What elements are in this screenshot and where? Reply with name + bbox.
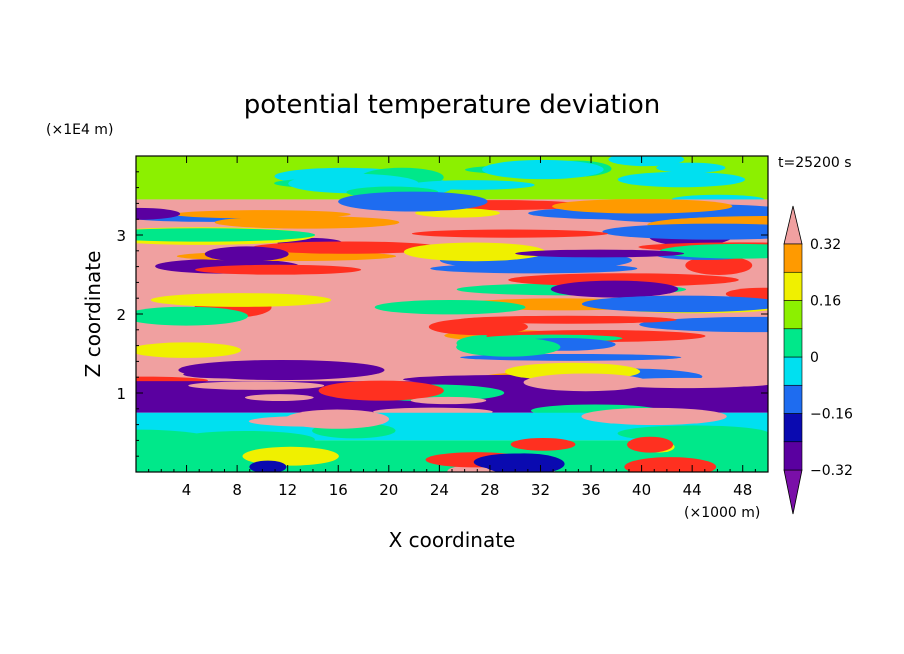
field-patch [456,337,561,357]
field-patch [136,228,316,242]
field-patch [508,273,739,287]
field-patch [195,264,362,275]
field-patch [178,359,385,381]
field-patch [136,207,181,220]
x-axis-label: X coordinate [389,528,516,552]
colorbar-swatch [783,243,803,273]
colorbar-swatch [783,300,803,330]
field-patch [581,407,727,426]
x-tick-label: 4 [182,481,192,499]
colorbar-label: −0.32 [810,463,853,479]
y-tick-label: 3 [116,227,126,245]
colorbar-max-extension [783,205,803,245]
field-patch [656,162,726,173]
colorbar-swatch [783,413,803,443]
field-patch [624,457,717,472]
x-tick-label: 44 [683,481,702,499]
x-tick-label: 36 [581,481,600,499]
colorbar-label: 0.16 [810,294,841,310]
x-tick-label: 40 [632,481,651,499]
x-tick-label: 28 [480,481,499,499]
colorbar-swatch [783,271,803,301]
x-tick-label: 24 [430,481,449,499]
field-patch [409,180,535,190]
x-tick-label: 16 [329,481,348,499]
time-label: t=25200 s [778,155,852,171]
field-patch [458,315,677,324]
x-tick-label: 32 [531,481,550,499]
field-patch [251,241,444,254]
colorbar-label: −0.16 [810,407,853,423]
field-patch [318,380,444,401]
field-patch [510,437,576,451]
colorbar: 0.32 0.16 0 −0.16 −0.32 [783,205,853,515]
field-patch [626,436,674,453]
field-patch [523,373,648,392]
x-tick-label: 48 [733,481,752,499]
field-patch [249,460,287,472]
field-patch [552,199,733,214]
chart-title: potential temperature deviation [244,90,660,120]
y-axis: 1 2 3 [116,171,768,457]
field-patch [136,342,242,358]
x-tick-label: 20 [379,481,398,499]
field-patch [204,246,289,262]
field-patch [608,156,685,167]
field-patch [411,229,608,238]
field-patch [685,255,753,275]
x-axis-unit: (×1000 m) [684,505,760,521]
colorbar-label: 0 [810,350,819,366]
colorbar-swatch [783,384,803,414]
field-patch [581,295,768,313]
field-patch [214,216,400,229]
field-patch [659,243,768,259]
y-axis-label: Z coordinate [81,251,105,378]
field-patch [550,280,679,298]
field-patch [617,171,746,188]
field-patch [136,306,248,326]
field-patch [248,415,384,427]
contour-field [136,156,768,472]
y-axis-unit: (×1E4 m) [46,122,113,138]
colorbar-swatch [783,356,803,386]
y-tick-label: 2 [116,306,126,324]
field-patch [244,394,314,402]
field-patch [482,159,604,180]
field-patch [188,381,325,390]
field-patch [410,396,487,405]
y-tick-label: 1 [116,385,126,403]
colorbar-swatch [783,328,803,358]
field-patch [473,453,558,471]
colorbar-swatch [783,441,803,471]
colorbar-label: 0.32 [810,237,841,253]
x-tick-label: 12 [278,481,297,499]
field-patch [515,249,685,258]
x-axis: 4 8 12 16 20 24 28 32 36 40 44 48 [148,156,756,499]
field-patch [430,263,638,274]
field-patch [602,223,768,240]
field-patch [374,300,526,315]
colorbar-min-extension [783,469,803,515]
field-patch [403,242,546,262]
field-patch [150,293,332,307]
field-patch [338,191,488,212]
x-tick-label: 8 [232,481,242,499]
